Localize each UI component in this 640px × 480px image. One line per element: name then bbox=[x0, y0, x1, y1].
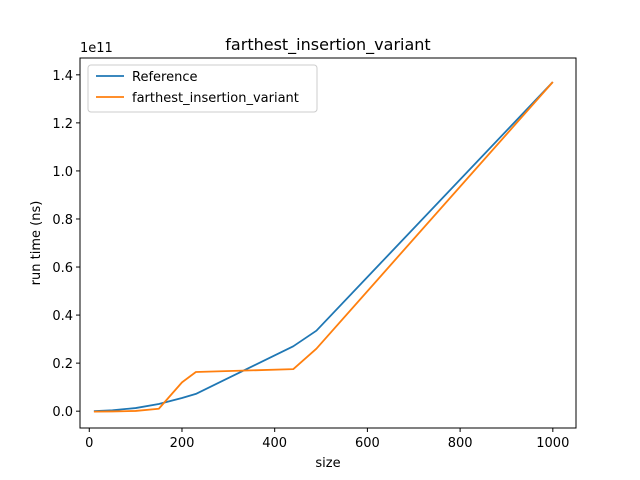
x-axis-label: size bbox=[315, 456, 340, 471]
x-tick-label: 200 bbox=[170, 436, 195, 451]
y-ticks: 0.0 0.2 0.4 0.6 0.8 1.0 1.2 1.4 bbox=[52, 69, 80, 420]
legend-label-reference: Reference bbox=[132, 70, 197, 85]
y-tick-label: 0.0 bbox=[52, 405, 73, 420]
x-tick-label: 600 bbox=[355, 436, 380, 451]
legend-box bbox=[87, 64, 318, 113]
y-tick-label: 0.6 bbox=[52, 261, 73, 276]
y-tick-label: 0.8 bbox=[52, 213, 73, 228]
x-tick-label: 800 bbox=[448, 436, 473, 451]
y-tick-label: 1.0 bbox=[52, 165, 73, 180]
legend: Reference farthest_insertion_variant bbox=[87, 64, 318, 113]
x-tick-label: 0 bbox=[85, 436, 93, 451]
y-tick-label: 1.2 bbox=[52, 117, 73, 132]
series-line-reference bbox=[93, 81, 554, 413]
y-tick-label: 0.4 bbox=[52, 309, 73, 324]
chart-title: farthest_insertion_variant bbox=[225, 35, 430, 55]
y-axis-label: run time (ns) bbox=[29, 201, 44, 286]
x-ticks: 0 200 400 600 800 1000 bbox=[85, 428, 569, 451]
y-tick-label: 0.2 bbox=[52, 357, 73, 372]
series-line-farthest-insertion-variant bbox=[93, 81, 554, 413]
series-lines bbox=[93, 81, 554, 413]
y-tick-label: 1.4 bbox=[52, 69, 73, 84]
plot-frame bbox=[79, 57, 577, 429]
x-tick-label: 400 bbox=[262, 436, 287, 451]
y-offset-label: 1e11 bbox=[80, 41, 113, 56]
legend-label-farthest-insertion-variant: farthest_insertion_variant bbox=[132, 91, 299, 106]
x-tick-label: 1000 bbox=[536, 436, 569, 451]
